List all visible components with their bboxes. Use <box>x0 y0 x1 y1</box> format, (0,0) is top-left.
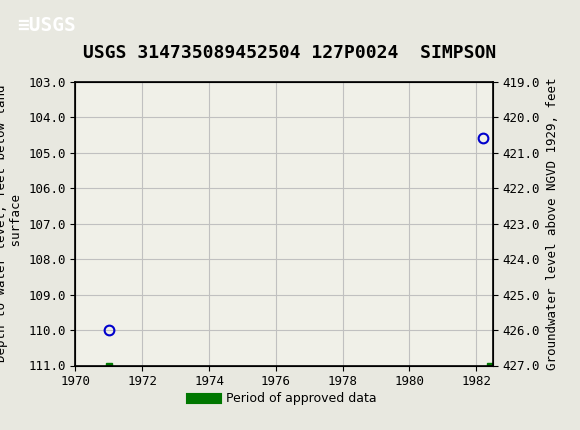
Text: ≡USGS: ≡USGS <box>17 16 76 35</box>
Y-axis label: Groundwater level above NGVD 1929, feet: Groundwater level above NGVD 1929, feet <box>546 77 559 370</box>
Text: USGS 314735089452504 127P0024  SIMPSON: USGS 314735089452504 127P0024 SIMPSON <box>84 44 496 62</box>
Legend: Period of approved data: Period of approved data <box>186 387 382 410</box>
Y-axis label: Depth to water level, feet below land
 surface: Depth to water level, feet below land su… <box>0 85 23 362</box>
